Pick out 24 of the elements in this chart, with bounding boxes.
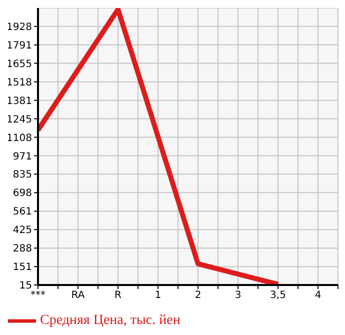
y-tick-label: 1381: [6, 96, 32, 107]
x-tick-label: 3,5: [270, 290, 286, 302]
x-tick-label: 4: [314, 290, 322, 302]
y-tick-label: 1655: [6, 58, 32, 70]
y-tick-label: 971: [12, 151, 32, 162]
y-tick-label: 288: [12, 244, 32, 255]
x-tick-label: 2: [194, 290, 202, 302]
y-tick-label: 561: [12, 206, 32, 218]
y-tick-label: 1791: [6, 40, 32, 52]
legend-label: Средняя Цена, тыс. йен: [40, 313, 180, 328]
y-tick-label: 425: [12, 225, 32, 236]
y-tick-label: 1518: [6, 77, 32, 88]
y-tick-label: 835: [12, 170, 32, 181]
y-tick-label: 1245: [6, 114, 32, 126]
x-tick-label: RA: [71, 290, 85, 302]
x-tick-label: 3: [234, 290, 242, 302]
y-tick-label: 1928: [6, 22, 32, 33]
y-tick-label: 151: [12, 262, 32, 274]
y-tick-label: 15: [19, 280, 32, 292]
x-tick-label: 1: [154, 290, 162, 302]
x-tick-label: R: [114, 290, 122, 302]
x-tick-label: ***: [30, 290, 46, 302]
y-tick-label: 1108: [6, 132, 32, 144]
y-tick-label: 698: [12, 188, 32, 200]
